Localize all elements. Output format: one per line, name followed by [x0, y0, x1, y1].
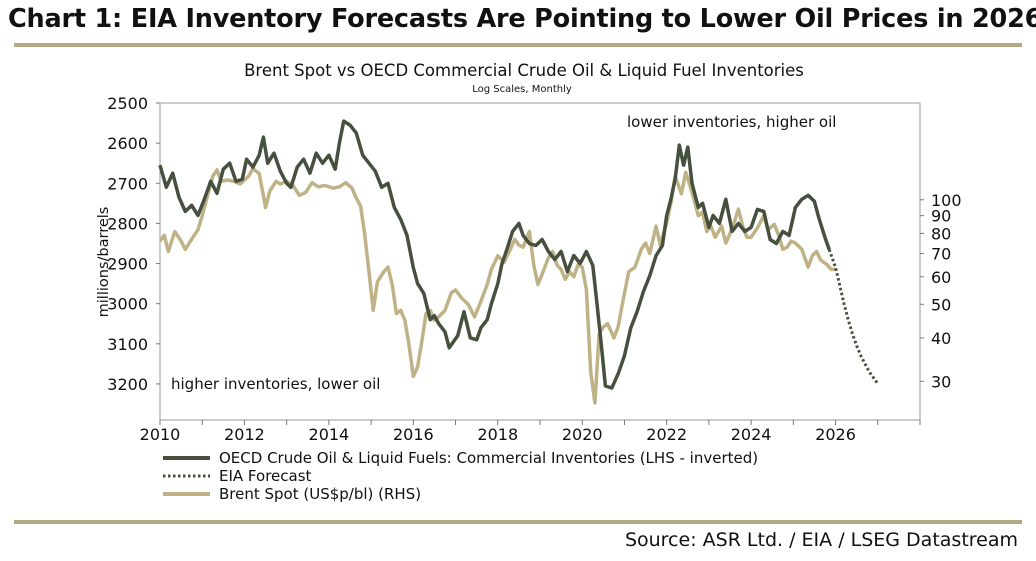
- right-tick-label: 100: [931, 191, 962, 210]
- legend-label-brent: Brent Spot (US$p/bl) (RHS): [219, 485, 421, 503]
- right-tick-label: 60: [931, 268, 951, 287]
- series-line-inventories: [158, 119, 831, 390]
- series-line-eia-forecast: [827, 248, 880, 385]
- x-axis: 2010 2012 2014 2016 2018 2020 2022 2024 2026: [140, 420, 921, 444]
- chart-title: Brent Spot vs OECD Commercial Crude Oil …: [244, 61, 804, 80]
- y-axis-label: millions/barrels: [96, 207, 112, 318]
- x-tick-label: 2026: [815, 425, 856, 444]
- chart-subtitle: Log Scales, Monthly: [472, 84, 572, 95]
- chart-area: Brent Spot vs OECD Commercial Crude Oil …: [96, 61, 962, 503]
- left-tick-label: 2600: [107, 134, 148, 153]
- x-tick-label: 2014: [309, 425, 350, 444]
- top-rule: [14, 43, 1022, 47]
- x-tick-label: 2020: [562, 425, 603, 444]
- legend-label-inventories: OECD Crude Oil & Liquid Fuels: Commercia…: [219, 449, 758, 467]
- right-tick-label: 40: [931, 329, 951, 348]
- bottom-rule: [14, 520, 1022, 524]
- left-tick-label: 2800: [107, 214, 148, 233]
- x-tick-label: 2010: [140, 425, 181, 444]
- chart-headline: Chart 1: EIA Inventory Forecasts Are Poi…: [8, 4, 1036, 34]
- x-tick-label: 2022: [646, 425, 687, 444]
- left-axis: 2500 2600 2700 2800 2900 3000 3100 3200: [107, 94, 160, 394]
- source-note: Source: ASR Ltd. / EIA / LSEG Datastream: [624, 529, 1018, 551]
- left-tick-label: 2700: [107, 174, 148, 193]
- left-tick-label: 3100: [107, 335, 148, 354]
- left-tick-label: 2500: [107, 94, 148, 113]
- left-tick-label: 3200: [107, 375, 148, 394]
- legend: OECD Crude Oil & Liquid Fuels: Commercia…: [163, 449, 758, 503]
- right-tick-label: 80: [931, 224, 951, 243]
- right-tick-label: 30: [931, 372, 951, 391]
- legend-label-forecast: EIA Forecast: [219, 467, 312, 485]
- annotation-lower-inventories: lower inventories, higher oil: [627, 113, 836, 131]
- series-line-brent: [158, 166, 836, 405]
- x-tick-label: 2012: [224, 425, 265, 444]
- left-tick-label: 3000: [107, 295, 148, 314]
- series-layer: [158, 119, 880, 405]
- left-tick-label: 2900: [107, 255, 148, 274]
- right-tick-label: 70: [931, 245, 951, 264]
- right-tick-label: 50: [931, 295, 951, 314]
- x-tick-label: 2024: [731, 425, 772, 444]
- right-tick-label: 90: [931, 207, 951, 226]
- x-tick-label: 2016: [393, 425, 434, 444]
- x-tick-label: 2018: [477, 425, 518, 444]
- annotation-higher-inventories: higher inventories, lower oil: [171, 375, 380, 393]
